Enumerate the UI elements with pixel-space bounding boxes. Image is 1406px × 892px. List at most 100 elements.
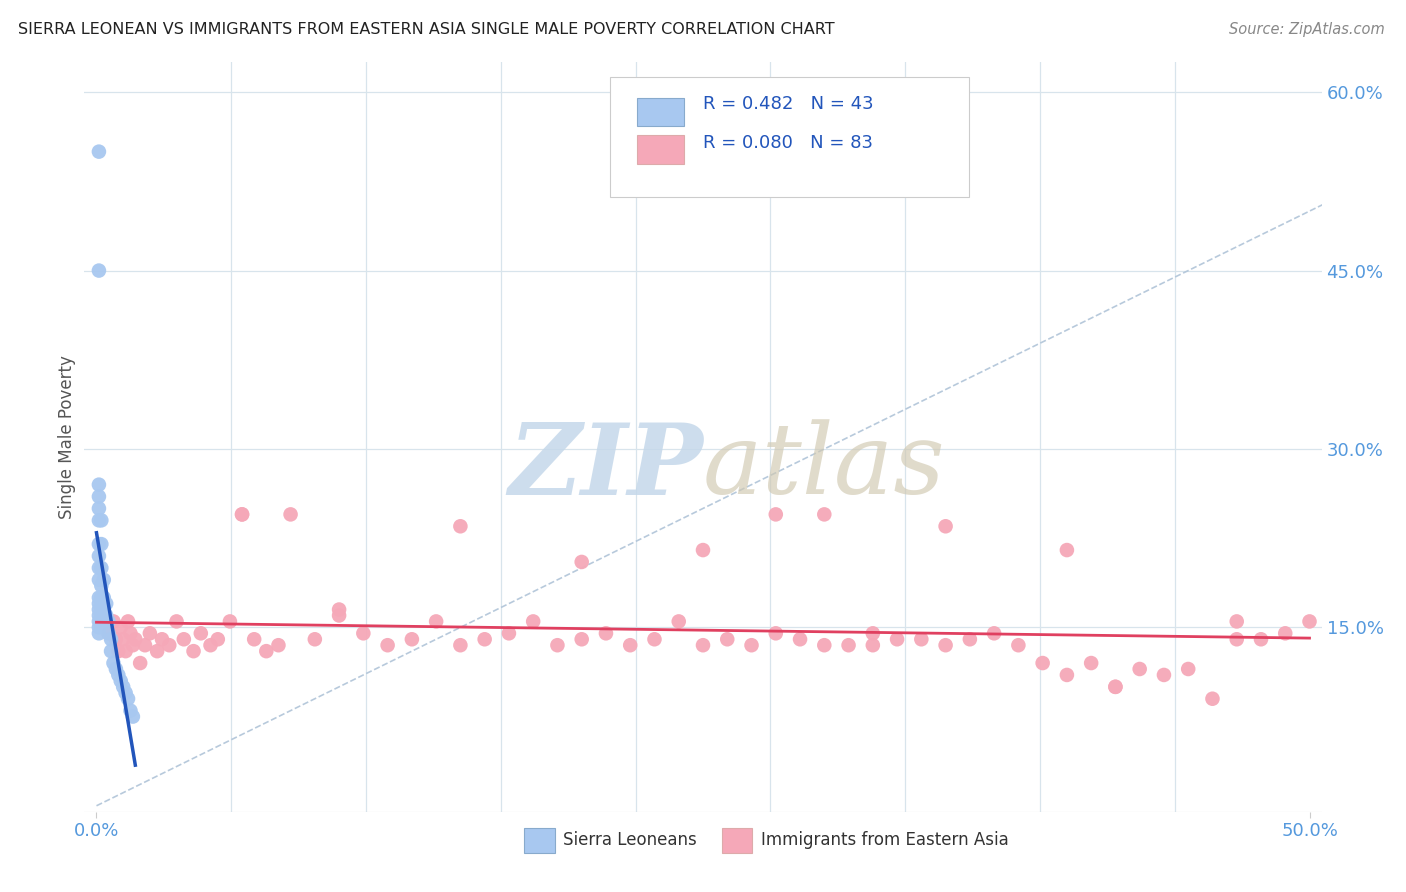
Point — [254, 644, 277, 658]
Point — [87, 620, 110, 634]
Point — [862, 626, 884, 640]
Point — [90, 615, 112, 629]
Point — [838, 638, 860, 652]
Point — [449, 638, 471, 652]
Point — [401, 632, 423, 647]
Point — [107, 644, 129, 658]
Point — [110, 673, 132, 688]
Point — [716, 632, 738, 647]
Point — [741, 638, 763, 652]
Text: SIERRA LEONEAN VS IMMIGRANTS FROM EASTERN ASIA SINGLE MALE POVERTY CORRELATION C: SIERRA LEONEAN VS IMMIGRANTS FROM EASTER… — [18, 22, 835, 37]
Point — [97, 615, 120, 629]
Point — [1080, 656, 1102, 670]
Point — [1226, 632, 1249, 647]
Point — [571, 632, 593, 647]
Point — [90, 608, 112, 623]
Point — [166, 615, 188, 629]
Point — [619, 638, 641, 652]
Point — [146, 644, 169, 658]
Point — [813, 508, 835, 522]
Point — [692, 638, 714, 652]
Point — [765, 508, 787, 522]
Point — [1032, 656, 1054, 670]
Point — [243, 632, 266, 647]
Text: Immigrants from Eastern Asia: Immigrants from Eastern Asia — [761, 831, 1010, 849]
Point — [93, 573, 115, 587]
Point — [522, 615, 544, 629]
Point — [87, 602, 110, 616]
Point — [139, 626, 162, 640]
Point — [935, 638, 957, 652]
Point — [122, 638, 145, 652]
Point — [87, 591, 110, 605]
Point — [87, 626, 110, 640]
Point — [498, 626, 520, 640]
Point — [1129, 662, 1152, 676]
Point — [87, 513, 110, 527]
Text: atlas: atlas — [703, 419, 946, 515]
Point — [449, 519, 471, 533]
Point — [87, 549, 110, 563]
Point — [1274, 626, 1296, 640]
Point — [200, 638, 222, 652]
Point — [1153, 668, 1175, 682]
Point — [328, 602, 350, 616]
Point — [90, 561, 112, 575]
Point — [789, 632, 811, 647]
Point — [93, 602, 115, 616]
Point — [425, 615, 447, 629]
Point — [87, 561, 110, 575]
Point — [207, 632, 229, 647]
Point — [1056, 543, 1078, 558]
Point — [96, 597, 118, 611]
Point — [134, 638, 156, 652]
Text: Sierra Leoneans: Sierra Leoneans — [564, 831, 697, 849]
Point — [97, 626, 120, 640]
Point — [983, 626, 1005, 640]
Point — [93, 615, 115, 629]
Point — [1007, 638, 1029, 652]
Point — [157, 638, 180, 652]
Point — [1201, 691, 1223, 706]
Point — [571, 555, 593, 569]
Point — [110, 620, 132, 634]
Point — [120, 626, 142, 640]
Text: R = 0.080   N = 83: R = 0.080 N = 83 — [703, 134, 873, 152]
Point — [103, 615, 125, 629]
Point — [862, 638, 884, 652]
Point — [90, 537, 112, 551]
Point — [90, 591, 112, 605]
Bar — [637, 97, 685, 126]
Point — [93, 591, 115, 605]
Point — [813, 638, 835, 652]
Point — [183, 644, 205, 658]
Point — [231, 508, 253, 522]
Point — [104, 662, 127, 676]
Point — [107, 668, 129, 682]
Point — [117, 691, 139, 706]
Point — [87, 573, 110, 587]
Point — [114, 686, 136, 700]
Point — [122, 709, 145, 723]
Point — [90, 579, 112, 593]
Bar — [523, 828, 554, 853]
Y-axis label: Single Male Poverty: Single Male Poverty — [58, 355, 76, 519]
Point — [87, 537, 110, 551]
Point — [595, 626, 617, 640]
Point — [643, 632, 665, 647]
Point — [267, 638, 290, 652]
Point — [103, 656, 125, 670]
Point — [1226, 615, 1249, 629]
Text: R = 0.482   N = 43: R = 0.482 N = 43 — [703, 95, 873, 113]
Point — [1104, 680, 1126, 694]
Point — [117, 615, 139, 629]
Point — [304, 632, 326, 647]
Point — [173, 632, 195, 647]
Point — [377, 638, 399, 652]
Point — [112, 680, 135, 694]
Point — [765, 626, 787, 640]
Point — [352, 626, 374, 640]
Point — [97, 626, 120, 640]
Point — [112, 632, 135, 647]
Point — [96, 608, 118, 623]
